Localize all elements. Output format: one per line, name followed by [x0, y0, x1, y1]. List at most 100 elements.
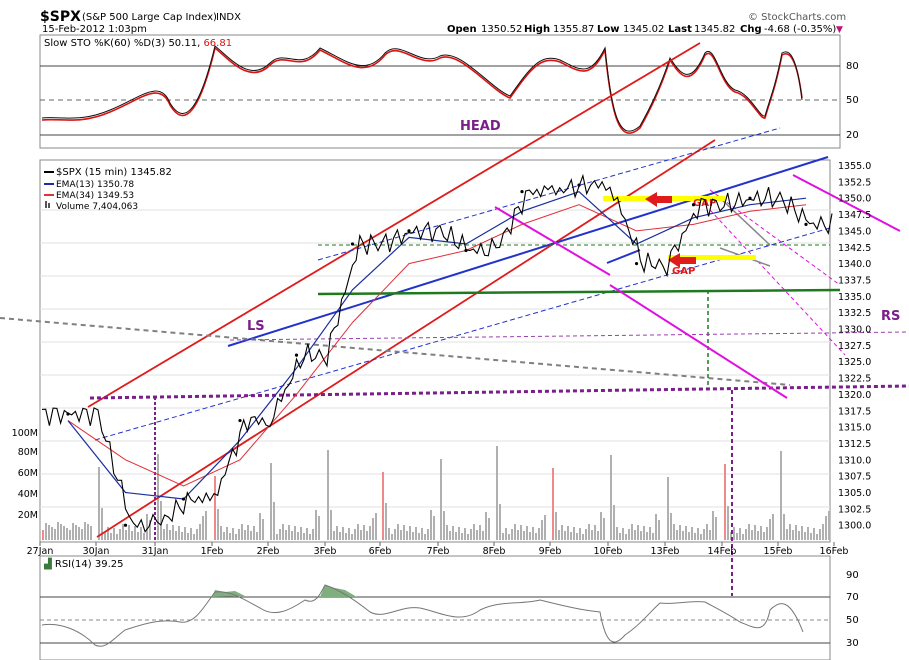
- chg-label: Chg: [740, 24, 762, 35]
- volume-bar: [458, 527, 460, 540]
- volume-bar: [175, 531, 177, 540]
- volume-bar: [532, 527, 534, 540]
- volume-bar: [273, 502, 275, 540]
- volume-bar: [66, 528, 68, 540]
- volume-bar: [655, 514, 657, 540]
- volume-bar: [81, 529, 83, 540]
- price-point: [181, 497, 186, 501]
- volume-bar: [351, 534, 353, 540]
- volume-tick-label: 80M: [18, 447, 38, 458]
- volume-bars: [42, 446, 830, 540]
- volume-bar: [643, 526, 645, 540]
- index-name: (S&P 500 Large Cap Index): [82, 12, 217, 23]
- volume-bar: [259, 513, 261, 540]
- stoch-d-line: [41, 46, 803, 134]
- volume-bar: [282, 524, 284, 540]
- volume-bar: [706, 524, 708, 540]
- volume-bar: [223, 532, 225, 540]
- volume-bar: [119, 529, 121, 540]
- volume-bar: [229, 533, 231, 540]
- volume-bar: [619, 533, 621, 540]
- volume-bar: [366, 531, 368, 540]
- volume-bar: [511, 529, 513, 540]
- rsi-tick-90: 90: [846, 570, 859, 581]
- volume-bar: [202, 516, 204, 540]
- rsi-legend-text: RSI(14) 39.25: [55, 559, 124, 570]
- volume-bar: [333, 531, 335, 540]
- high-label: High: [524, 24, 550, 35]
- volume-bar: [594, 525, 596, 540]
- date-tick-label: 3Feb: [314, 546, 337, 557]
- volume-bar: [535, 533, 537, 540]
- rs-annotation: RS: [881, 309, 900, 324]
- low-label: Low: [597, 24, 619, 35]
- volume-bar: [628, 529, 630, 540]
- volume-bar: [597, 531, 599, 540]
- price-point: [520, 190, 524, 194]
- volume-bar: [570, 532, 572, 540]
- volume-bar: [709, 530, 711, 540]
- rsi-tick-50: 50: [846, 615, 859, 626]
- stochastic-panel: [39, 34, 841, 149]
- volume-bar: [140, 527, 142, 540]
- watermark: © StockCharts.com: [748, 12, 846, 23]
- price-point: [804, 222, 808, 226]
- volume-bar: [409, 526, 411, 540]
- volume-bar: [339, 532, 341, 540]
- date-tick-label: 16Feb: [820, 546, 849, 557]
- volume-bar: [754, 525, 756, 540]
- volume-bar: [730, 532, 732, 540]
- rsi-tick-70: 70: [846, 592, 859, 603]
- volume-bar: [517, 530, 519, 540]
- volume-bar: [345, 533, 347, 540]
- lower-channel-line: [96, 139, 716, 538]
- volume-bar: [485, 512, 487, 540]
- volume-bar: [470, 529, 472, 540]
- volume-bar: [382, 472, 384, 540]
- volume-bar: [101, 508, 103, 540]
- price-tick-label: 1327.5: [838, 341, 871, 352]
- volume-bar: [360, 530, 362, 540]
- volume-bar: [394, 529, 396, 540]
- volume-bar: [217, 509, 219, 540]
- price-point: [748, 196, 752, 200]
- volume-bar: [424, 534, 426, 540]
- volume-bar: [736, 533, 738, 540]
- volume-bar: [679, 525, 681, 540]
- stoch-k-line: [41, 45, 803, 132]
- ema13-line: [67, 191, 807, 500]
- volume-bar: [769, 519, 771, 540]
- volume-bar: [488, 518, 490, 540]
- volume-bar: [582, 534, 584, 540]
- date-tick-label: 27Jan: [27, 546, 54, 557]
- volume-bar: [433, 516, 435, 540]
- volume-bar: [134, 526, 136, 540]
- volume-bar: [184, 527, 186, 540]
- volume-bar: [576, 533, 578, 540]
- volume-bar: [160, 501, 162, 540]
- price-points: [66, 183, 808, 527]
- volume-bar: [181, 532, 183, 540]
- volume-bar: [415, 527, 417, 540]
- volume-bar: [682, 531, 684, 540]
- volume-bar: [564, 531, 566, 540]
- price-line: [41, 173, 833, 533]
- magenta-line-2: [609, 284, 788, 399]
- volume-bar: [825, 516, 827, 540]
- volume-bar: [84, 522, 86, 540]
- volume-bar: [54, 529, 56, 540]
- volume-bar: [318, 516, 320, 540]
- down-arrow-icon: ▼: [836, 25, 843, 35]
- price-tick-label: 1340.0: [838, 259, 871, 270]
- volume-bar: [75, 525, 77, 540]
- rsi-panel: [39, 555, 831, 660]
- volume-bar: [196, 529, 198, 540]
- purple-thin-dash: [229, 331, 909, 341]
- volume-bar: [523, 531, 525, 540]
- volume-bar: [637, 525, 639, 540]
- volume-bar: [391, 534, 393, 540]
- gap-arrow-1-icon: [645, 192, 672, 207]
- volume-bar: [57, 522, 59, 540]
- volume-bar: [733, 527, 735, 540]
- stoch-k-value: 50.11,: [168, 38, 200, 49]
